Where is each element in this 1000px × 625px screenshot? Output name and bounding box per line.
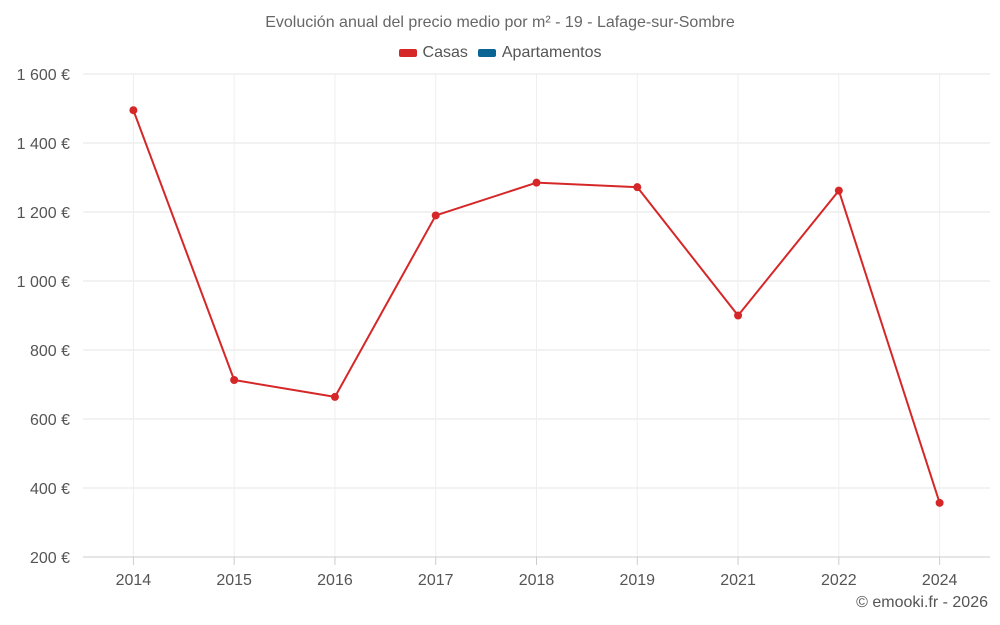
x-tick-label: 2022	[821, 572, 857, 589]
y-tick-label: 1 000 €	[17, 274, 70, 291]
y-tick-label: 1 200 €	[17, 205, 70, 222]
data-point	[532, 178, 541, 187]
chart-title: Evolución anual del precio medio por m² …	[265, 14, 735, 31]
legend-label-apartamentos: Apartamentos	[501, 44, 602, 61]
data-point	[129, 106, 138, 115]
data-point	[330, 392, 339, 401]
y-tick-label: 800 €	[30, 343, 70, 360]
x-tick-label: 2024	[922, 572, 958, 589]
x-tick-label: 2014	[116, 572, 152, 589]
data-point	[230, 376, 239, 385]
y-tick-label: 1 400 €	[17, 136, 70, 153]
data-point	[834, 186, 843, 195]
y-tick-label: 200 €	[30, 550, 70, 567]
legend-swatch-apartamentos	[477, 49, 496, 57]
data-point	[734, 311, 743, 320]
y-tick-label: 1 600 €	[17, 67, 70, 84]
x-tick-label: 2016	[317, 572, 353, 589]
x-tick-label: 2018	[519, 572, 555, 589]
y-tick-label: 400 €	[30, 481, 70, 498]
y-tick-label: 600 €	[30, 412, 70, 429]
x-tick-label: 2017	[418, 572, 454, 589]
legend-item-casas[interactable]: Casas	[398, 44, 468, 62]
x-tick-label: 2015	[216, 572, 252, 589]
legend: Casas Apartamentos	[0, 44, 1000, 62]
legend-item-apartamentos[interactable]: Apartamentos	[477, 44, 602, 62]
data-point	[633, 183, 642, 192]
legend-swatch-casas	[398, 49, 417, 57]
data-point	[935, 498, 944, 507]
credit: © emooki.fr - 2026	[856, 594, 988, 611]
x-tick-label: 2021	[720, 572, 756, 589]
legend-label-casas: Casas	[422, 44, 468, 61]
x-tick-label: 2019	[619, 572, 655, 589]
data-point	[431, 211, 440, 220]
